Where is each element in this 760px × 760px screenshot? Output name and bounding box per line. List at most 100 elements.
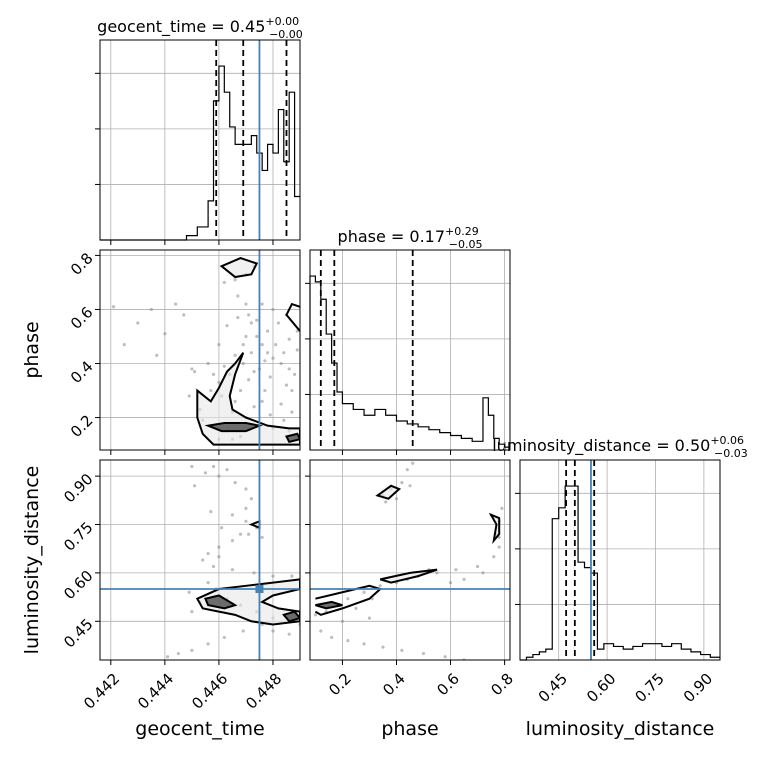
hist-phase bbox=[305, 250, 510, 455]
panel-geocent-time-vs-phase-point-66 bbox=[287, 337, 291, 341]
panel-geocent-time-vs-phase-point-67 bbox=[225, 324, 229, 328]
panel-phase-vs-luminosity-distance bbox=[305, 460, 510, 665]
panel-phase-vs-luminosity-distance-contour-0 bbox=[314, 584, 383, 616]
xlabel-geocent-time: geocent_time bbox=[135, 718, 264, 740]
panel-geocent-time-vs-luminosity-distance-contour-1 bbox=[204, 594, 238, 610]
panel-phase-vs-luminosity-distance-point-17 bbox=[378, 584, 382, 588]
panel-phase-vs-luminosity-distance-point-19 bbox=[346, 597, 350, 601]
panel-geocent-time-vs-phase-point-34 bbox=[241, 361, 245, 366]
ytick-label-luminosity-distance-2: 0.75 bbox=[60, 518, 96, 554]
panel-geocent-time-vs-luminosity-distance-point-24 bbox=[209, 510, 213, 514]
panel-geocent-time-vs-phase-plot-area bbox=[111, 250, 300, 450]
panel-geocent-time-vs-luminosity-distance-point-38 bbox=[241, 629, 245, 633]
panel-geocent-time-vs-phase-point-18 bbox=[271, 307, 275, 312]
panel-geocent-time-vs-luminosity-distance-point-43 bbox=[165, 655, 170, 659]
panel-geocent-time-vs-phase-point-2 bbox=[233, 278, 237, 282]
panel-geocent-time-vs-phase-point-38 bbox=[290, 410, 294, 414]
panel-geocent-time-vs-luminosity-distance-point-25 bbox=[220, 526, 224, 530]
panel-geocent-time-vs-phase-point-64 bbox=[282, 418, 286, 422]
panel-geocent-time-vs-phase-contour-3 bbox=[285, 432, 300, 444]
panel-geocent-time-vs-luminosity-distance-point-15 bbox=[211, 564, 216, 569]
panel-phase-vs-luminosity-distance-point-25 bbox=[346, 639, 350, 643]
panel-geocent-time-vs-luminosity-distance-point-6 bbox=[244, 506, 248, 510]
panel-geocent-time-vs-phase-point-50 bbox=[260, 399, 264, 403]
panel-geocent-time-vs-luminosity-distance-truth-marker bbox=[255, 585, 264, 594]
panel-geocent-time-vs-luminosity-distance-point-45 bbox=[287, 632, 291, 636]
xtick-label-phase-0: 0.2 bbox=[325, 670, 355, 700]
panel-geocent-time-vs-phase-point-69 bbox=[217, 342, 221, 347]
panel-geocent-time-vs-phase-point-63 bbox=[290, 388, 294, 393]
panel-phase-vs-luminosity-distance-plot-area bbox=[310, 461, 510, 660]
panel-phase-vs-luminosity-distance-point-34 bbox=[354, 606, 358, 610]
panel-geocent-time-vs-luminosity-distance-point-4 bbox=[244, 487, 248, 491]
panel-geocent-time-vs-luminosity-distance-point-29 bbox=[206, 580, 210, 585]
xtick-label-phase-3: 0.8 bbox=[487, 670, 517, 700]
panel-geocent-time-vs-luminosity-distance-point-42 bbox=[176, 651, 180, 656]
panel-phase-vs-luminosity-distance-point-26 bbox=[362, 642, 366, 646]
panel-geocent-time-vs-phase-point-13 bbox=[287, 367, 291, 371]
hist-luminosity-distance-frame bbox=[519, 459, 721, 661]
panel-geocent-time-vs-luminosity-distance-point-12 bbox=[217, 545, 221, 549]
panel-geocent-time-vs-phase-point-44 bbox=[244, 334, 248, 339]
panel-phase-vs-luminosity-distance-frame bbox=[309, 459, 511, 661]
panel-geocent-time-vs-phase-point-15 bbox=[265, 329, 270, 333]
panel-geocent-time-vs-luminosity-distance-point-1 bbox=[203, 471, 208, 475]
panel-geocent-time-vs-phase-point-6 bbox=[247, 313, 251, 317]
panel-geocent-time-vs-phase-point-7 bbox=[249, 321, 253, 325]
hist-phase-steps bbox=[309, 275, 510, 450]
panel-geocent-time-vs-luminosity-distance-point-16 bbox=[230, 568, 235, 572]
panel-geocent-time-vs-phase-point-55 bbox=[274, 342, 278, 347]
panel-phase-vs-luminosity-distance-contour-1 bbox=[379, 568, 438, 584]
panel-phase-vs-luminosity-distance-point-2 bbox=[400, 480, 404, 485]
panel-geocent-time-vs-luminosity-distance-frame bbox=[99, 459, 301, 661]
panel-geocent-time-vs-luminosity-distance-point-44 bbox=[271, 629, 275, 633]
ytick-label-luminosity-distance-3: 0.90 bbox=[60, 470, 96, 506]
ylabel-phase: phase bbox=[21, 321, 43, 378]
panel-geocent-time-vs-luminosity-distance-point-8 bbox=[244, 519, 248, 523]
ylabel-luminosity-distance: luminosity_distance bbox=[21, 466, 43, 655]
panel-geocent-time-vs-phase-point-61 bbox=[222, 364, 226, 368]
panel-geocent-time-vs-luminosity-distance-point-13 bbox=[206, 551, 210, 556]
ytick-label-phase-0: 0.2 bbox=[67, 411, 97, 441]
panel-phase-vs-luminosity-distance-point-13 bbox=[435, 571, 439, 575]
panel-geocent-time-vs-phase-point-56 bbox=[282, 351, 286, 355]
panel-phase-vs-luminosity-distance-point-23 bbox=[319, 629, 323, 633]
panel-geocent-time-vs-luminosity-distance-point-46 bbox=[190, 610, 194, 614]
panel-phase-vs-luminosity-distance-point-37 bbox=[462, 577, 466, 581]
panel-geocent-time-vs-luminosity-distance-point-23 bbox=[192, 484, 197, 488]
panel-geocent-time-vs-phase-contour-1 bbox=[196, 352, 300, 446]
panel-geocent-time-vs-luminosity-distance-point-21 bbox=[225, 468, 229, 472]
panel-phase-vs-luminosity-distance-contour-2 bbox=[375, 484, 402, 500]
panel-geocent-time-vs-phase-point-46 bbox=[268, 375, 272, 379]
panel-phase-vs-luminosity-distance-point-27 bbox=[381, 645, 385, 649]
panel-geocent-time-vs-phase-point-8 bbox=[255, 334, 259, 339]
panel-geocent-time-vs-phase-point-80 bbox=[111, 305, 116, 309]
panel-geocent-time-vs-phase-point-11 bbox=[271, 356, 275, 360]
panel-geocent-time-vs-phase-contour-0 bbox=[219, 257, 259, 279]
ytick-label-phase-2: 0.6 bbox=[67, 303, 97, 333]
panel-geocent-time-vs-phase bbox=[95, 250, 300, 455]
panel-phase-vs-luminosity-distance-point-12 bbox=[454, 568, 458, 572]
panel-geocent-time-vs-phase-point-47 bbox=[284, 383, 289, 387]
panel-geocent-time-vs-phase-point-60 bbox=[233, 353, 237, 358]
xlabel-phase: phase bbox=[381, 718, 438, 740]
panel-phase-vs-luminosity-distance-contour-4 bbox=[315, 600, 343, 610]
panel-geocent-time-vs-phase-point-36 bbox=[263, 388, 267, 393]
title-geocent-time: geocent_time = 0.45+0.00 −0.00 bbox=[97, 15, 303, 41]
panel-geocent-time-vs-luminosity-distance-point-7 bbox=[230, 513, 235, 517]
panel-geocent-time-vs-phase-point-22 bbox=[238, 388, 243, 393]
panel-phase-vs-luminosity-distance-point-36 bbox=[448, 580, 453, 585]
hist-phase-frame bbox=[309, 249, 511, 451]
hist-luminosity-distance-steps bbox=[520, 485, 720, 661]
ytick-label-phase-1: 0.4 bbox=[67, 357, 97, 387]
panel-geocent-time-vs-phase-point-74 bbox=[174, 302, 178, 306]
panel-geocent-time-vs-phase-point-9 bbox=[260, 342, 264, 347]
panel-phase-vs-luminosity-distance-point-3 bbox=[408, 484, 412, 488]
panel-geocent-time-vs-phase-frame bbox=[99, 249, 301, 451]
panel-geocent-time-vs-luminosity-distance-point-17 bbox=[252, 571, 256, 575]
panel-geocent-time-vs-phase-point-3 bbox=[222, 280, 226, 285]
hist-geocent-time-steps bbox=[100, 65, 300, 241]
panel-geocent-time-vs-luminosity-distance-point-14 bbox=[201, 558, 205, 562]
panel-geocent-time-vs-luminosity-distance-plot-area bbox=[100, 460, 300, 660]
panel-phase-vs-luminosity-distance-point-32 bbox=[340, 619, 345, 623]
